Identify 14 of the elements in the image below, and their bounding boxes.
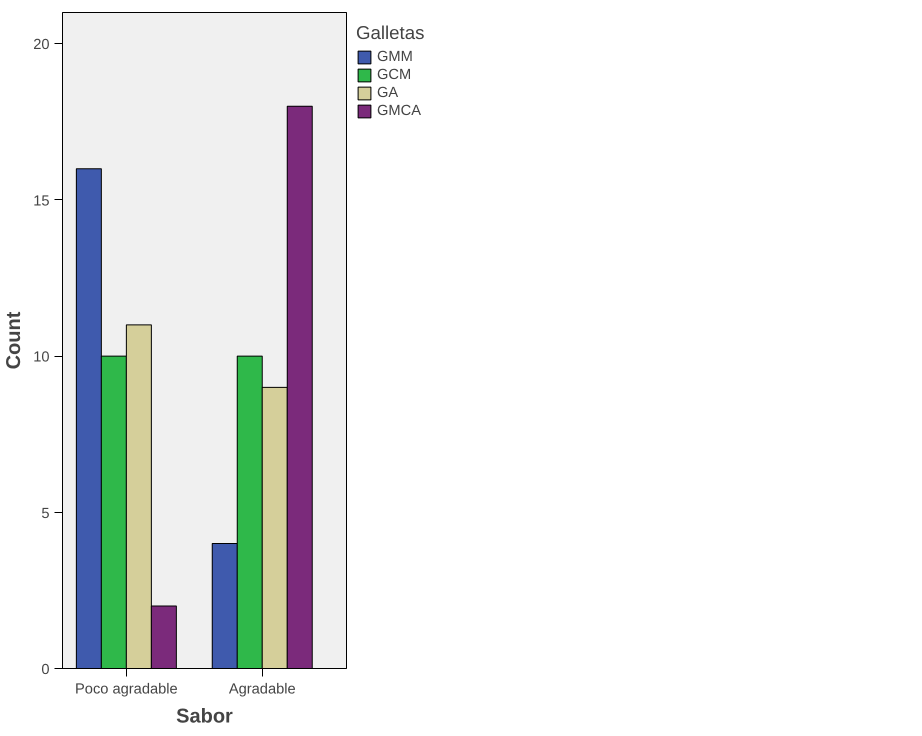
x-axis-title: Sabor — [176, 706, 234, 728]
y-tick-label: 0 — [41, 662, 50, 678]
legend-label: GMM — [377, 49, 413, 65]
y-tick-label: 20 — [33, 37, 50, 54]
x-tick-label: Poco agradable — [75, 682, 178, 698]
y-tick-label: 10 — [33, 350, 50, 366]
legend-title: Galletas — [356, 22, 424, 44]
y-tick-label: 15 — [33, 193, 50, 210]
legend-label: GMCA — [377, 103, 421, 119]
legend-label: GCM — [377, 67, 412, 83]
y-tick-label: 5 — [41, 506, 50, 522]
y-axis-title: Count — [3, 311, 26, 370]
legend-label: GA — [377, 85, 398, 101]
x-tick-label: Agradable — [228, 682, 296, 698]
